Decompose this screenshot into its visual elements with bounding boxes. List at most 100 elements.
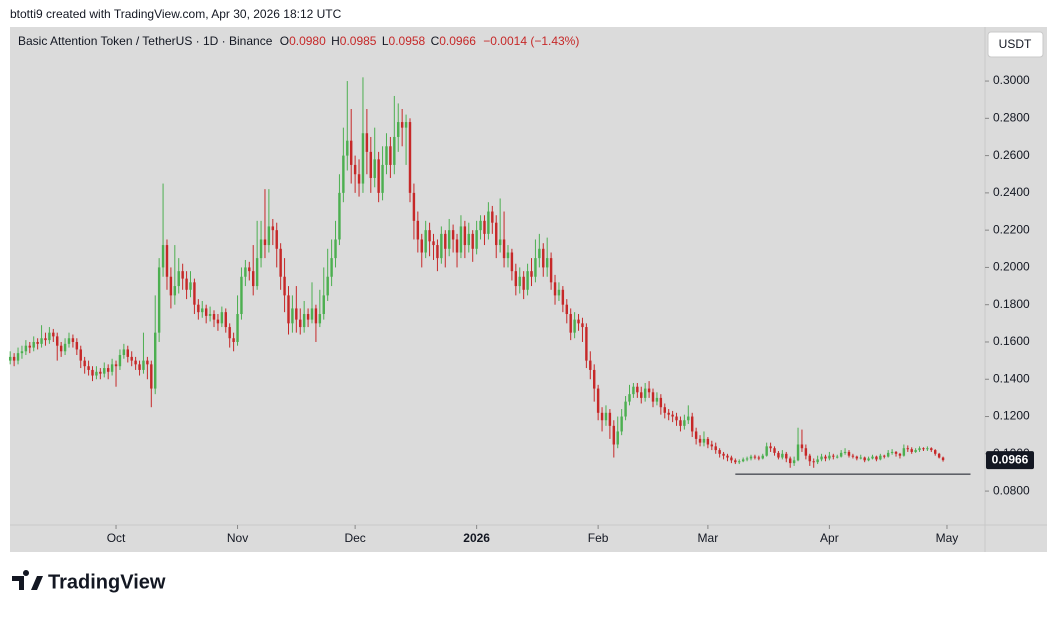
candle-body xyxy=(545,258,549,268)
candle-body xyxy=(871,456,874,459)
low-label: L xyxy=(382,34,389,48)
candle-body xyxy=(103,368,106,374)
candle-body xyxy=(581,323,584,328)
candle-body xyxy=(208,314,212,316)
candle-body xyxy=(216,319,220,324)
candle-body xyxy=(941,457,945,461)
candle-body xyxy=(314,308,318,324)
currency[interactable]: USDT xyxy=(999,37,1032,51)
candle-body xyxy=(675,416,678,421)
candle-body xyxy=(251,271,255,287)
candle-body xyxy=(894,451,898,454)
candle-body xyxy=(863,457,866,461)
candle-body xyxy=(577,319,580,324)
candle-body xyxy=(83,360,86,367)
y-tick-label: 0.2000 xyxy=(993,260,1030,274)
candle-body xyxy=(248,267,251,272)
candle-body xyxy=(628,394,631,402)
close-value: 0.0966 xyxy=(439,34,476,48)
candle-body xyxy=(397,122,400,137)
candle-body xyxy=(79,349,82,361)
candle-body xyxy=(769,446,772,449)
candle-body xyxy=(694,431,698,439)
candle-body xyxy=(44,338,47,341)
candle-body xyxy=(906,448,909,450)
candle-body xyxy=(914,450,917,452)
candle-body xyxy=(683,420,686,426)
candle-body xyxy=(275,230,278,249)
candle-body xyxy=(173,286,177,296)
candle-body xyxy=(349,140,353,165)
candle-body xyxy=(302,314,306,328)
candle-body xyxy=(761,455,764,459)
high-value: 0.0985 xyxy=(340,34,377,48)
candle-body xyxy=(306,314,310,320)
candle-body xyxy=(749,456,753,459)
candle-body xyxy=(400,122,404,128)
candle-body xyxy=(530,271,533,277)
candle-body xyxy=(487,211,490,234)
candle-body xyxy=(299,319,302,328)
candle-body xyxy=(589,360,592,370)
candle-body xyxy=(440,233,443,259)
candle-body xyxy=(557,289,561,296)
candle-body xyxy=(475,230,478,249)
candle-body xyxy=(134,360,137,365)
candle-body xyxy=(479,220,482,231)
candle-body xyxy=(279,248,282,277)
x-tick-label: May xyxy=(936,531,959,545)
candle-body xyxy=(722,453,725,456)
candle-body xyxy=(36,341,39,344)
legend: Basic Attention Token / TetherUS · 1D · … xyxy=(18,34,579,48)
candle-body xyxy=(679,420,682,426)
candle-body xyxy=(428,230,431,242)
candle-body xyxy=(346,140,349,156)
candle-body xyxy=(765,446,768,456)
candle-body xyxy=(189,282,192,290)
x-tick-label: Nov xyxy=(227,531,248,545)
candle-body xyxy=(655,397,659,402)
y-tick-label: 0.2800 xyxy=(993,110,1030,124)
candle-body xyxy=(110,364,114,372)
candle-body xyxy=(193,282,196,305)
candle-body xyxy=(659,397,663,408)
candle-body xyxy=(777,452,780,458)
candle-body xyxy=(561,289,565,305)
candle-body xyxy=(867,458,870,461)
x-tick-label: Feb xyxy=(588,531,609,545)
candle-body xyxy=(424,230,427,253)
candle-body xyxy=(483,220,486,234)
candle-body xyxy=(365,133,369,152)
candle-body xyxy=(310,308,314,320)
candle-body xyxy=(326,276,329,296)
candle-body xyxy=(295,308,298,320)
candle-body xyxy=(361,133,365,184)
currency-button[interactable] xyxy=(987,31,1044,58)
candle-body xyxy=(377,159,380,193)
candle-body xyxy=(48,332,51,341)
y-tick-label: 0.1800 xyxy=(993,297,1030,311)
candle-body xyxy=(404,122,408,128)
candle-body xyxy=(451,230,455,240)
x-tick-label: Oct xyxy=(107,531,126,545)
candle-body xyxy=(600,412,604,421)
candle-body xyxy=(138,364,141,370)
candle-body xyxy=(886,452,890,457)
candle-body xyxy=(181,271,184,279)
candle-body xyxy=(922,448,925,450)
change: −0.0014 (−1.43%) xyxy=(483,34,579,48)
candle-body xyxy=(734,460,737,463)
candle-body xyxy=(785,453,788,459)
candle-body xyxy=(75,341,79,350)
candle-body xyxy=(788,458,792,464)
candle-body xyxy=(244,267,247,277)
candle-body xyxy=(32,341,35,348)
candle-body xyxy=(28,345,32,348)
candle-body xyxy=(702,438,706,443)
candle-body xyxy=(792,460,796,464)
candle-body xyxy=(620,416,623,432)
candle-body xyxy=(71,338,75,342)
candle-body xyxy=(510,252,514,272)
candle-body xyxy=(522,276,525,290)
